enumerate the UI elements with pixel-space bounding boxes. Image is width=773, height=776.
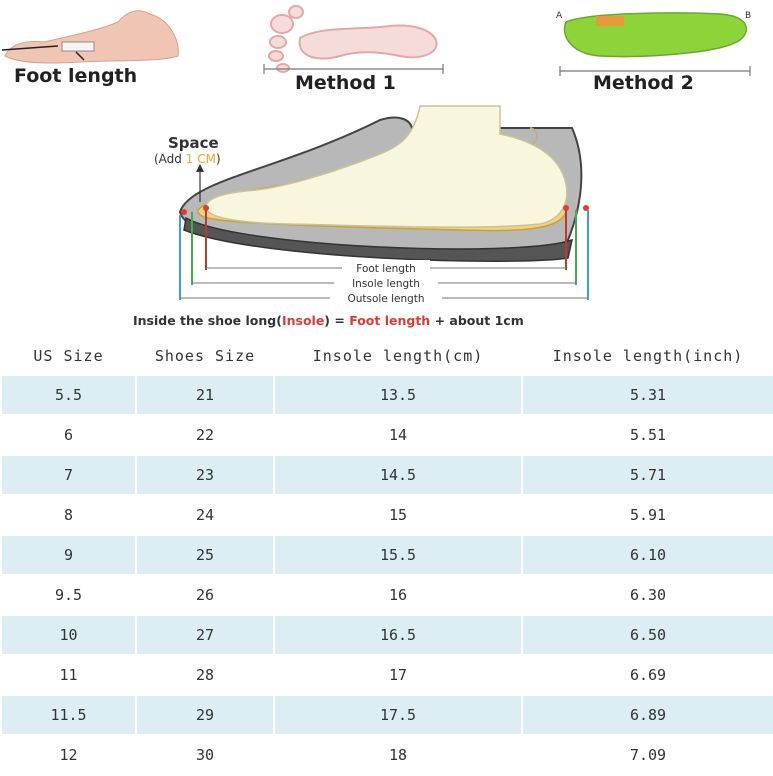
cell-insole-inch: 5.51 [523,415,773,455]
cell-insole-inch: 6.50 [523,615,773,655]
cell-insole-inch: 5.91 [523,495,773,535]
table-row: 9.5 26 16 6.30 [2,575,773,615]
cell-insole-inch: 6.30 [523,575,773,615]
cell-us-size: 8 [2,495,135,535]
table-row: 5.5 21 13.5 5.31 [2,375,773,415]
cell-us-size: 12 [2,735,135,775]
cell-insole-inch: 7.09 [523,735,773,775]
cell-us-size: 11.5 [2,695,135,735]
cell-us-size: 9 [2,535,135,575]
header-shoes-size: Shoes Size [154,347,256,365]
cell-shoes-size: 27 [137,615,273,655]
space-note-suffix: ) [216,152,221,166]
foot-icon [205,105,568,228]
space-note-prefix: (Add [154,152,182,166]
space-arrow-head [196,164,204,172]
table-row: 12 30 18 7.09 [2,735,773,775]
cell-us-size: 7 [2,455,135,495]
cell-insole-cm: 17.5 [275,695,521,735]
cell-shoes-size: 25 [137,535,273,575]
cell-shoes-size: 21 [137,375,273,415]
cell-insole-cm: 16 [275,575,521,615]
outsole-length-label-bg [330,290,442,304]
cell-us-size: 10 [2,615,135,655]
table-row: 11.5 29 17.5 6.89 [2,695,773,735]
table-row: 9 25 15.5 6.10 [2,535,773,575]
cell-insole-inch: 5.31 [523,375,773,415]
insole-end-a-label: A [556,11,563,21]
cell-shoes-size: 24 [137,495,273,535]
cell-insole-cm: 14 [275,415,521,455]
header-us-size: US Size [33,347,104,365]
method1-label: Method 1 [295,72,396,94]
cell-insole-inch: 6.89 [523,695,773,735]
insole-length-label-bg [334,275,438,289]
measuring-methods-illustration: Foot length Method 1 A B Method 2 [1,5,751,94]
table-row: 6 22 14 5.51 [2,415,773,455]
cell-insole-inch: 5.71 [523,455,773,495]
cell-insole-inch: 6.69 [523,655,773,695]
cell-insole-cm: 13.5 [275,375,521,415]
cell-insole-cm: 14.5 [275,455,521,495]
outsole-length-dimension-label: Outsole length [347,293,424,305]
foot-length-label: Foot length [14,65,137,87]
header-insole-inch: Insole length(inch) [552,347,744,365]
measuring-methods: Foot length Method 1 A B Method 2 [0,0,773,100]
cell-insole-cm: 16.5 [275,615,521,655]
cell-shoes-size: 23 [137,455,273,495]
cell-insole-cm: 18 [275,735,521,775]
caption-insole: Insole [281,313,325,328]
cell-shoes-size: 30 [137,735,273,775]
size-chart-table: US Size Shoes Size Insole length(cm) Ins… [0,337,773,775]
cell-insole-cm: 15.5 [275,535,521,575]
shoe-cross-section-diagram: Space (Add 1 CM) Foot length Insole leng… [120,100,660,335]
foot-side-view-icon [1,10,179,64]
outsole-start-marker [181,209,187,215]
foot-length-label-bg [342,260,430,274]
cell-insole-cm: 15 [275,495,521,535]
insole-length-dimension-label: Insole length [352,278,420,290]
space-label: Space [168,134,219,152]
foot-end-marker [563,205,569,211]
table-header-row: US Size Shoes Size Insole length(cm) Ins… [2,337,773,375]
caption-part3: + about 1cm [430,313,524,328]
header-insole-cm: Insole length(cm) [312,347,484,365]
table-row: 11 28 17 6.69 [2,655,773,695]
space-note-value: 1 CM [186,152,216,166]
insole-end-b-label: B [745,11,751,21]
shoe-cross-section-illustration: Space (Add 1 CM) Foot length Insole leng… [154,105,589,305]
table-row: 8 24 15 5.91 [2,495,773,535]
cell-us-size: 11 [2,655,135,695]
cell-shoes-size: 28 [137,655,273,695]
method2-label: Method 2 [593,72,694,94]
foot-length-dimension-label: Foot length [356,263,415,275]
cell-shoes-size: 29 [137,695,273,735]
outsole-end-marker [583,205,589,211]
cell-us-size: 9.5 [2,575,135,615]
caption-part2: ) = [324,313,350,328]
cell-us-size: 6 [2,415,135,455]
insole-formula-caption: Inside the shoe long(Insole) = Foot leng… [133,313,524,328]
table-row: 7 23 14.5 5.71 [2,455,773,495]
foot-start-marker [203,205,209,211]
cell-shoes-size: 22 [137,415,273,455]
table-row: 10 27 16.5 6.50 [2,615,773,655]
space-note: (Add 1 CM) [154,152,221,166]
cell-us-size: 5.5 [2,375,135,415]
insole-icon [559,12,751,76]
cell-insole-inch: 6.10 [523,535,773,575]
footprint-icon [263,5,444,74]
caption-part1: Inside the shoe long( [133,313,282,328]
caption-foot-length: Foot length [349,313,431,328]
cell-shoes-size: 26 [137,575,273,615]
cell-insole-cm: 17 [275,655,521,695]
